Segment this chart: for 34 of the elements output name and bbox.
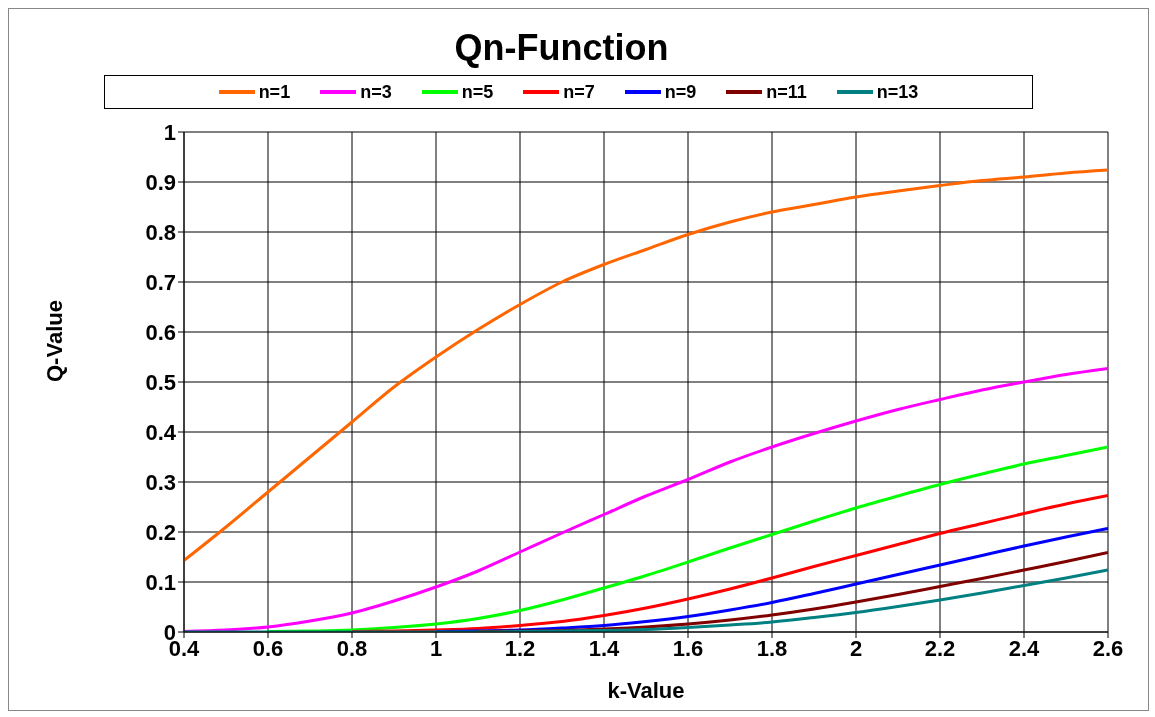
line-series [350, 494, 1108, 632]
y-tick-label: 0.7 [145, 269, 176, 295]
legend-label: n=9 [664, 81, 697, 103]
x-tick-label: 1.4 [588, 635, 621, 661]
legend-label: n=7 [563, 81, 595, 103]
x-tick-label: 1.2 [504, 635, 536, 661]
y-tick-label: 0.9 [145, 169, 176, 195]
y-tick-label: 0.8 [145, 219, 176, 245]
x-tick-label: 2.4 [1008, 635, 1041, 661]
x-tick-label: 1.6 [672, 635, 704, 661]
y-tick-label: 0.1 [145, 569, 176, 595]
line-series [266, 445, 1108, 632]
x-tick-label: 2.2 [924, 635, 956, 661]
x-tick-label: 2 [849, 635, 863, 661]
y-tick-label: 0.3 [145, 469, 176, 495]
line-series [434, 527, 1108, 632]
chart-title: Qn-Function [453, 27, 670, 69]
legend-label: n=5 [461, 81, 494, 103]
x-tick-label: 1 [429, 635, 443, 661]
legend-label: n=11 [766, 81, 807, 103]
legend-label: n=3 [360, 81, 392, 103]
y-tick-label: 0.6 [145, 319, 176, 345]
y-tick-label: 0.2 [145, 519, 176, 545]
y-tick-label: 0.4 [145, 419, 177, 445]
y-axis-title: Q-Value [41, 300, 67, 382]
x-tick-label: 0.6 [252, 635, 284, 661]
x-axis-title: k-Value [607, 678, 685, 703]
legend-label: n=1 [258, 81, 291, 103]
x-tick-label: 1.8 [756, 635, 788, 661]
y-tick-label: 0.5 [145, 369, 176, 395]
legend-label: n=13 [876, 81, 919, 103]
y-tick-label: 1 [163, 119, 176, 145]
x-tick-label: 2.6 [1092, 635, 1124, 661]
x-tick-label: 0.8 [336, 635, 368, 661]
